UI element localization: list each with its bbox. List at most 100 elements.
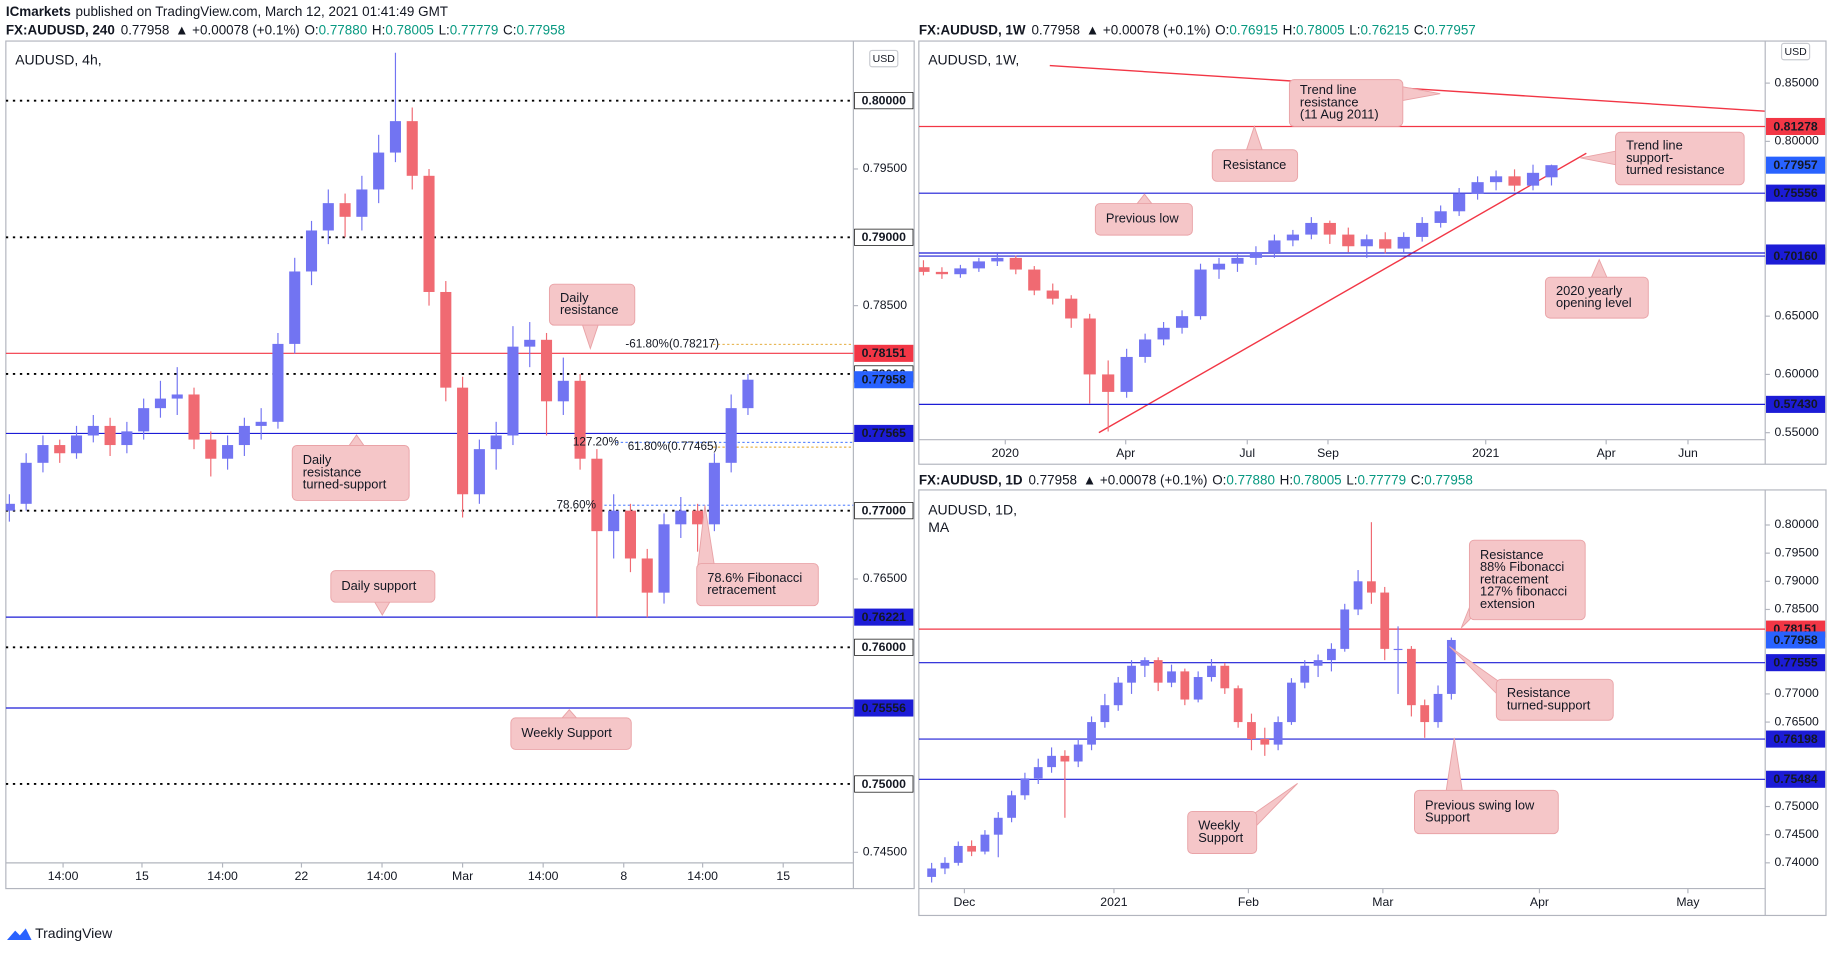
- callout-text: 88% Fibonacci: [1480, 559, 1564, 574]
- candle-body: [473, 449, 485, 495]
- candle-body: [1434, 211, 1447, 223]
- price-label-bg: [1766, 770, 1826, 788]
- last-price: 0.77958: [121, 22, 170, 37]
- y-tick-label: 0.80000: [1775, 517, 1820, 531]
- y-tick-label: 0.75000: [1775, 799, 1820, 813]
- callout-box: [1615, 131, 1745, 186]
- price-label-bg: [854, 424, 914, 442]
- candle-body: [1273, 722, 1283, 745]
- price-label-bg: [1766, 730, 1826, 748]
- footer-logo: TradingView: [7, 925, 113, 941]
- y-tick-label: 0.76500: [863, 571, 908, 585]
- last-price: 0.77958: [1031, 22, 1080, 37]
- callout-box: [1468, 539, 1586, 621]
- symbol: FX:AUDUSD, 1D: [919, 472, 1023, 487]
- candle-body: [87, 425, 99, 436]
- chart-subtitle: AUDUSD, 4h,: [15, 52, 101, 68]
- candle-body: [1268, 240, 1281, 253]
- y-tick-label: 0.79500: [863, 161, 908, 175]
- publish-info: published on TradingView.com, March 12, …: [76, 3, 448, 18]
- price-label-bg: [1766, 117, 1826, 136]
- candle-body: [980, 834, 990, 852]
- currency: USD: [873, 53, 896, 65]
- candle-body: [1323, 222, 1336, 235]
- candle-body: [1353, 581, 1363, 610]
- candle-body: [1033, 767, 1043, 779]
- candle-body: [1140, 660, 1150, 666]
- candle-body: [154, 398, 166, 409]
- callout-text: Previous swing low: [1425, 797, 1535, 812]
- candle-body: [205, 439, 217, 459]
- callout-text: Weekly: [1198, 818, 1240, 833]
- ohlc-value: 0.76215: [1361, 22, 1410, 37]
- callout: Previous low: [1094, 193, 1193, 236]
- callout-box: [1094, 203, 1193, 236]
- candle-body: [1433, 693, 1443, 723]
- x-tick-label: 2021: [1100, 895, 1127, 909]
- candle-body: [692, 510, 704, 525]
- callout-text: Daily support: [341, 578, 416, 593]
- candle-body: [1007, 795, 1016, 818]
- callout-box: [696, 563, 819, 607]
- candle-body: [524, 339, 536, 347]
- legend-line: FX:AUDUSD, 1D 0.77958 ▲ +0.00078 (+0.1%) O:…: [919, 472, 1473, 487]
- ohlc-value: 0.77958: [516, 22, 565, 37]
- symbol: FX:AUDUSD, 1W: [919, 22, 1026, 37]
- callout: Resistance: [1211, 124, 1299, 182]
- callout-text: Previous low: [1106, 211, 1180, 226]
- ohlc-key: C:: [1414, 22, 1427, 37]
- price-label: 0.78151: [862, 346, 907, 360]
- candle-body: [255, 421, 267, 426]
- x-tick-label: Mar: [452, 869, 473, 883]
- candle-body: [1009, 257, 1022, 270]
- callout-text: Resistance: [1507, 685, 1571, 700]
- price-label-bg: [1766, 395, 1826, 413]
- x-tick-label: Dec: [954, 895, 976, 909]
- ohlc-value: 0.77880: [319, 22, 368, 37]
- candle-body: [742, 379, 754, 409]
- y-tick-label: 0.76500: [1775, 714, 1820, 728]
- candle-body: [305, 230, 318, 272]
- ohlc-value: 0.78005: [1293, 472, 1342, 487]
- ohlc-value: 0.78005: [385, 22, 434, 37]
- candle-body: [1102, 374, 1115, 392]
- callout-box: [330, 570, 436, 603]
- callout: Daily support: [330, 570, 436, 616]
- callout-text: 127% fibonacci: [1480, 584, 1567, 599]
- y-tick-label: 0.74500: [1775, 827, 1820, 841]
- x-tick-label: 8: [620, 869, 627, 883]
- candle-body: [339, 203, 351, 217]
- candle-body: [1193, 677, 1203, 700]
- y-tick-label: 0.60000: [1775, 367, 1820, 381]
- candle-body: [967, 845, 977, 852]
- ohlc-key: L:: [1349, 22, 1360, 37]
- x-tick-label: 14:00: [207, 869, 238, 883]
- x-tick-label: 14:00: [367, 869, 398, 883]
- candle-body: [389, 121, 401, 153]
- callout-text: turned-support: [303, 477, 387, 492]
- candle-body: [1139, 339, 1152, 357]
- candle-body: [457, 387, 469, 495]
- candle-body: [927, 868, 937, 877]
- ohlc-value: 0.77880: [1226, 472, 1275, 487]
- candle-body: [289, 271, 301, 344]
- candle-body: [1545, 165, 1558, 178]
- candle-body: [1453, 193, 1466, 212]
- author: ICmarkets: [6, 3, 71, 18]
- price-label: 0.80000: [862, 93, 907, 107]
- candle-body: [940, 862, 950, 869]
- candle-body: [1207, 665, 1216, 678]
- candle-body: [1287, 682, 1296, 723]
- chart-subtitle: AUDUSD, 1D,: [928, 502, 1017, 518]
- candle-body: [1157, 327, 1170, 340]
- price-label: 0.76221: [862, 610, 907, 624]
- candle-body: [1446, 639, 1456, 694]
- candle-body: [1397, 236, 1410, 249]
- candle-body: [1489, 176, 1503, 183]
- candle-body: [1153, 660, 1163, 683]
- candle-body: [5, 503, 15, 511]
